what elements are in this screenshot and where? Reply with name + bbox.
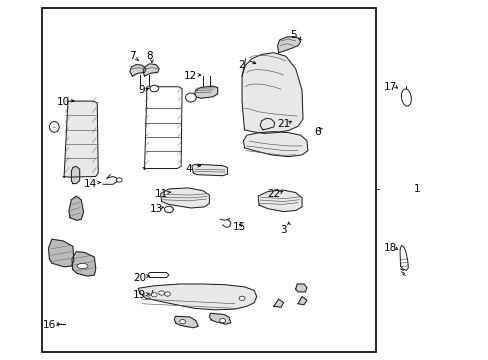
Polygon shape: [174, 316, 198, 328]
Text: 3: 3: [280, 225, 286, 235]
Text: 7: 7: [129, 51, 135, 61]
Polygon shape: [194, 86, 217, 98]
Text: 21: 21: [276, 120, 289, 129]
Ellipse shape: [77, 264, 88, 269]
Polygon shape: [298, 297, 306, 305]
Polygon shape: [69, 196, 83, 220]
Ellipse shape: [116, 178, 122, 182]
Text: 12: 12: [184, 71, 197, 81]
Text: 8: 8: [146, 51, 152, 61]
Text: 1: 1: [413, 184, 420, 194]
Ellipse shape: [239, 296, 244, 301]
Text: 11: 11: [155, 189, 168, 199]
Text: 19: 19: [133, 291, 146, 301]
Polygon shape: [71, 166, 80, 184]
Polygon shape: [63, 101, 98, 177]
Ellipse shape: [179, 319, 185, 324]
Ellipse shape: [164, 292, 170, 296]
Ellipse shape: [219, 319, 225, 323]
Text: 13: 13: [150, 204, 163, 215]
Polygon shape: [273, 299, 283, 307]
Text: 9: 9: [139, 85, 145, 95]
Text: 6: 6: [314, 127, 320, 136]
Polygon shape: [191, 164, 227, 176]
Ellipse shape: [158, 291, 164, 295]
Polygon shape: [48, 239, 74, 267]
Polygon shape: [130, 64, 146, 76]
Text: 14: 14: [84, 179, 97, 189]
Text: 15: 15: [232, 222, 246, 231]
Ellipse shape: [401, 89, 410, 106]
Text: 18: 18: [384, 243, 397, 253]
Text: 2: 2: [238, 60, 245, 70]
Polygon shape: [138, 284, 256, 310]
Text: 5: 5: [289, 30, 296, 40]
Bar: [42, 8, 375, 352]
Text: 10: 10: [57, 97, 69, 107]
Text: 22: 22: [266, 189, 280, 199]
Text: 20: 20: [133, 273, 146, 283]
Ellipse shape: [49, 122, 59, 132]
Ellipse shape: [150, 85, 158, 92]
Ellipse shape: [164, 206, 173, 213]
Text: 4: 4: [185, 164, 191, 174]
Polygon shape: [72, 252, 96, 276]
Polygon shape: [160, 188, 209, 208]
Polygon shape: [295, 284, 306, 292]
Polygon shape: [209, 314, 230, 324]
Polygon shape: [242, 53, 303, 134]
Polygon shape: [243, 132, 307, 157]
Text: 16: 16: [43, 320, 56, 330]
Text: 17: 17: [384, 82, 397, 92]
Polygon shape: [143, 64, 159, 76]
Ellipse shape: [151, 293, 157, 297]
Polygon shape: [277, 37, 300, 53]
Ellipse shape: [185, 93, 196, 102]
Polygon shape: [258, 190, 302, 212]
